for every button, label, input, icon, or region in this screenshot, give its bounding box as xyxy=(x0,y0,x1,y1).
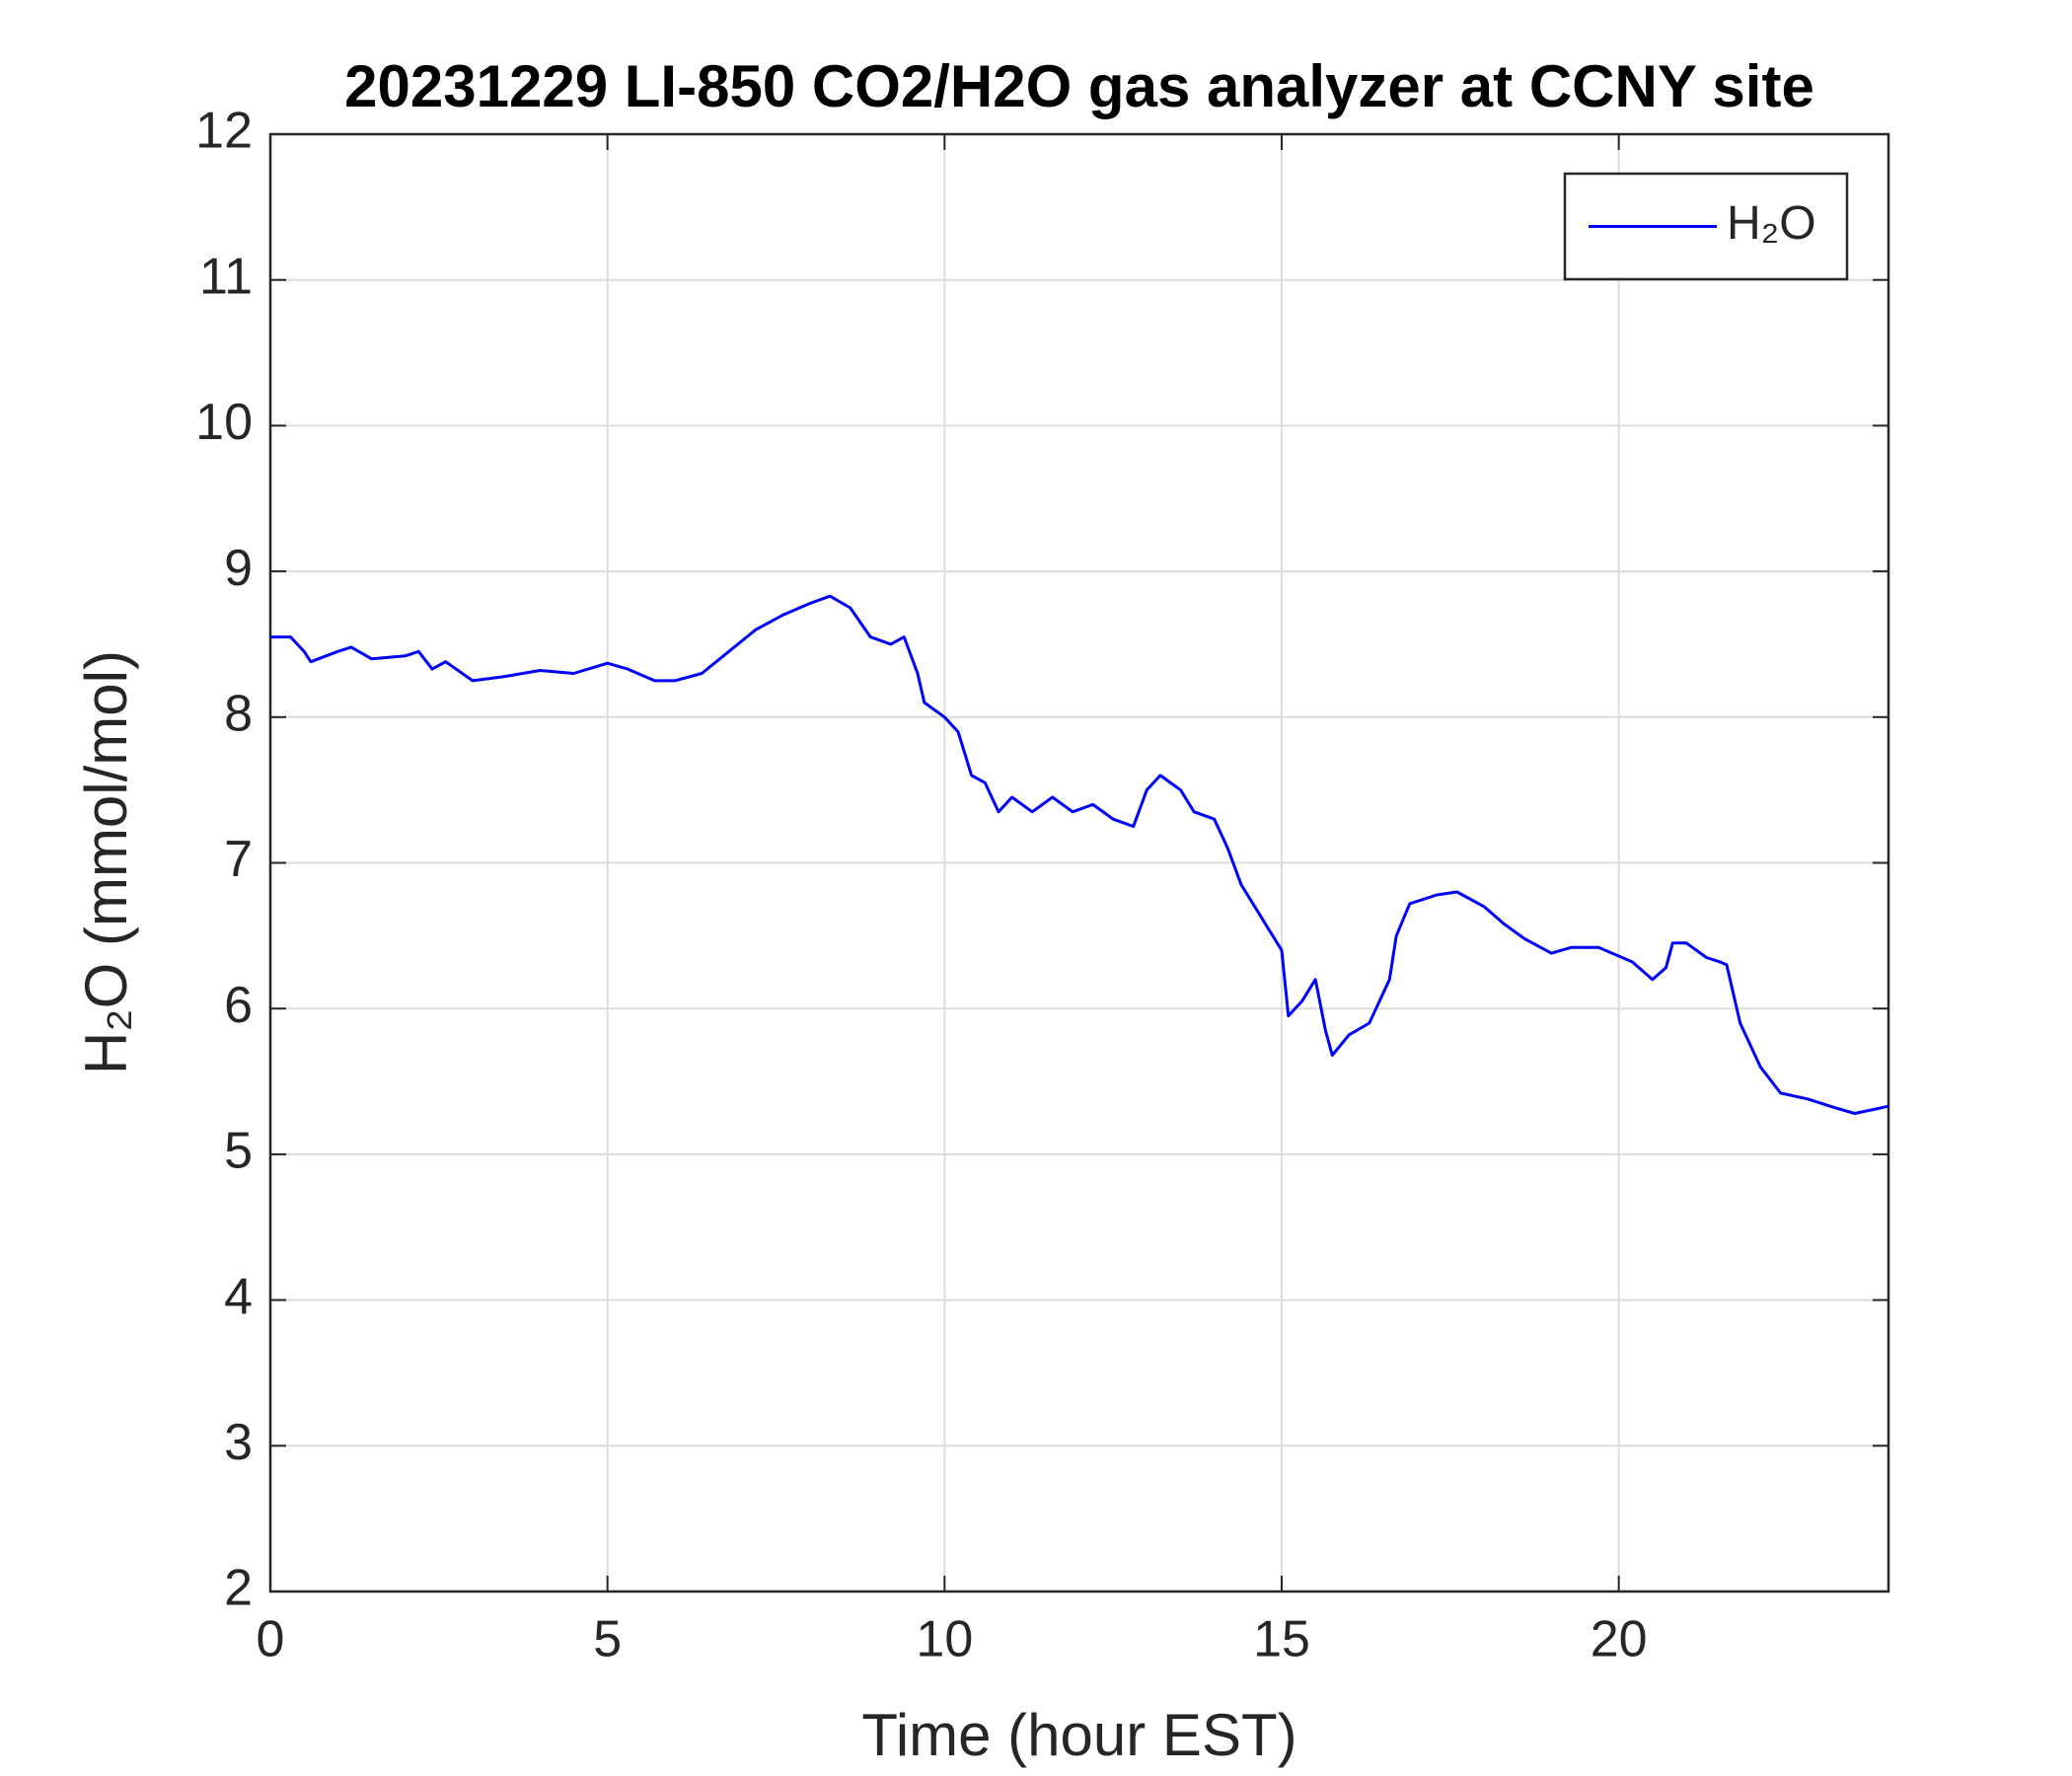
axes-box xyxy=(268,132,1890,1593)
x-tick-label: 10 xyxy=(916,1611,973,1668)
y-tick-label: 12 xyxy=(195,103,253,160)
chart-title: 20231229 LI-850 CO2/H2O gas analyzer at … xyxy=(344,53,1814,119)
y-tick-label: 2 xyxy=(224,1560,253,1617)
x-tick-label: 15 xyxy=(1253,1611,1310,1668)
y-tick-label: 4 xyxy=(224,1268,253,1325)
y-tick-label: 7 xyxy=(224,831,253,888)
legend: H₂O xyxy=(1563,172,1849,281)
data-line xyxy=(270,594,1889,1115)
y-tick-label: 5 xyxy=(224,1123,253,1180)
x-tick-label: 20 xyxy=(1591,1611,1648,1668)
y-tick-label: 8 xyxy=(224,686,253,743)
x-tick-label: 5 xyxy=(593,1611,622,1668)
y-axis-label: H₂O (mmol/mol) xyxy=(73,650,139,1074)
y-tick-label: 6 xyxy=(224,977,253,1034)
legend-label: H₂O xyxy=(1727,197,1816,250)
y-tick-label: 9 xyxy=(224,540,253,597)
x-axis-label: Time (hour EST) xyxy=(861,1702,1296,1768)
y-tick-label: 3 xyxy=(224,1414,253,1471)
y-tick-label: 10 xyxy=(195,394,253,451)
y-tick-label: 11 xyxy=(199,248,253,305)
x-tick-label: 0 xyxy=(257,1611,285,1668)
